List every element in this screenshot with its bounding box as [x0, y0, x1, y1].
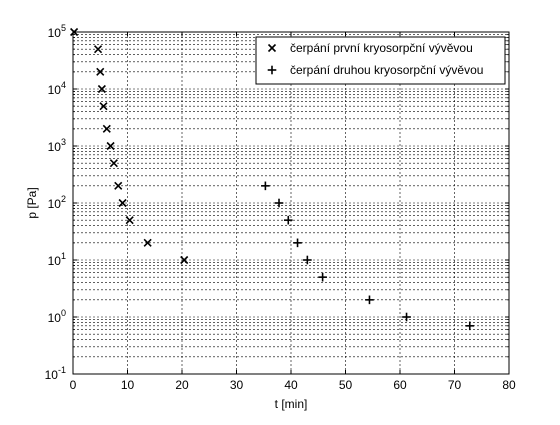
data-point-series-2 — [303, 255, 312, 265]
data-point-series-2 — [283, 215, 293, 225]
y-tick-label: 10-1 — [45, 365, 66, 382]
x-tick-label: 20 — [175, 378, 189, 392]
data-point-series-2 — [274, 198, 284, 208]
marker-stroke — [267, 43, 277, 53]
data-point-series-1 — [96, 67, 105, 76]
y-tick-label: 104 — [48, 80, 66, 97]
marker-stroke — [180, 255, 189, 265]
data-point-series-2 — [261, 181, 270, 191]
data-point-series-1 — [180, 255, 189, 265]
plot-area-frame — [72, 31, 510, 375]
marker-stroke — [106, 141, 115, 151]
y-tick-label: 103 — [48, 137, 66, 154]
marker-stroke — [99, 102, 108, 111]
legend-marker-x — [267, 43, 277, 53]
data-point-series-1 — [94, 45, 103, 54]
marker-stroke — [97, 84, 106, 94]
data-point-series-2 — [365, 295, 374, 305]
data-point-series-1 — [102, 124, 111, 133]
data-point-series-1 — [114, 181, 123, 190]
marker-stroke — [114, 181, 123, 190]
x-tick-label: 40 — [284, 378, 298, 392]
x-tick-label: 60 — [393, 378, 407, 392]
legend-marker-plus — [267, 65, 277, 75]
x-tick-label: 0 — [70, 378, 77, 392]
data-point-series-1 — [99, 102, 108, 111]
x-tick-label: 70 — [448, 378, 462, 392]
data-points — [70, 27, 475, 331]
y-tick-label: 105 — [48, 23, 66, 40]
marker-stroke — [118, 198, 127, 208]
y-tick-label: 101 — [48, 251, 66, 268]
data-point-series-1 — [97, 84, 106, 94]
y-tick-label: 102 — [48, 194, 66, 211]
data-point-series-2 — [465, 321, 475, 331]
data-point-series-1 — [109, 159, 118, 168]
data-point-series-2 — [293, 238, 302, 248]
x-tick-label: 10 — [121, 378, 135, 392]
x-axis-label: t [min] — [275, 397, 308, 411]
legend-label-series-2: čerpání druhou kryosorpční vývěvou — [290, 63, 483, 77]
x-tick-label: 80 — [502, 378, 516, 392]
marker-stroke — [102, 124, 111, 133]
marker-stroke — [109, 159, 118, 168]
legend-marker-symbol — [267, 43, 277, 53]
legend: čerpání první kryosorpční vývěvou čerpán… — [255, 36, 506, 85]
y-tick-label: 100 — [48, 308, 66, 325]
data-point-series-1 — [106, 141, 115, 151]
marker-stroke — [143, 238, 152, 247]
x-tick-label: 50 — [339, 378, 353, 392]
data-point-series-1 — [118, 198, 127, 208]
data-point-series-2 — [402, 312, 411, 322]
data-point-series-1 — [143, 238, 152, 247]
legend-label-series-1: čerpání první kryosorpční vývěvou — [290, 41, 473, 55]
marker-stroke — [125, 216, 134, 225]
data-point-series-1 — [125, 216, 134, 225]
legend-box — [255, 36, 506, 85]
data-point-series-2 — [318, 272, 327, 282]
marker-stroke — [96, 67, 105, 76]
legend-marker-symbol — [267, 65, 277, 75]
y-axis-label: p [Pa] — [25, 187, 39, 218]
marker-stroke — [94, 45, 103, 54]
x-tick-label: 30 — [230, 378, 244, 392]
